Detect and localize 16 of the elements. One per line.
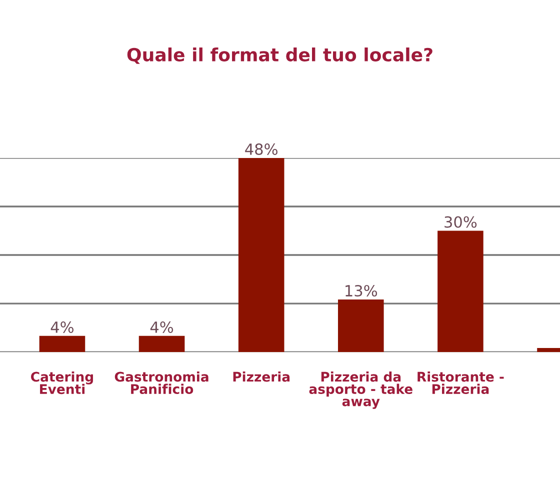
- bar: [39, 336, 86, 352]
- x-tick-label: Pizzeria: [233, 372, 290, 382]
- x-tick-label: Pizzeria da asporto - take away: [309, 372, 412, 409]
- data-label: 4%: [150, 321, 174, 333]
- bar: [338, 300, 384, 352]
- chart-title: Quale il format del tuo locale?: [127, 48, 432, 64]
- bar: [238, 158, 284, 352]
- data-label: 13%: [346, 284, 378, 297]
- bar: [138, 336, 185, 352]
- x-tick-label: Gastronomia Panificio: [114, 372, 208, 394]
- data-label: 48%: [245, 143, 278, 155]
- x-tick-label: Ristorante - Pizzeria: [418, 372, 504, 394]
- bar: [438, 230, 484, 352]
- data-label: 4%: [50, 321, 74, 333]
- data-label: 30%: [444, 216, 477, 228]
- x-tick-label: Catering Eventi: [31, 372, 93, 394]
